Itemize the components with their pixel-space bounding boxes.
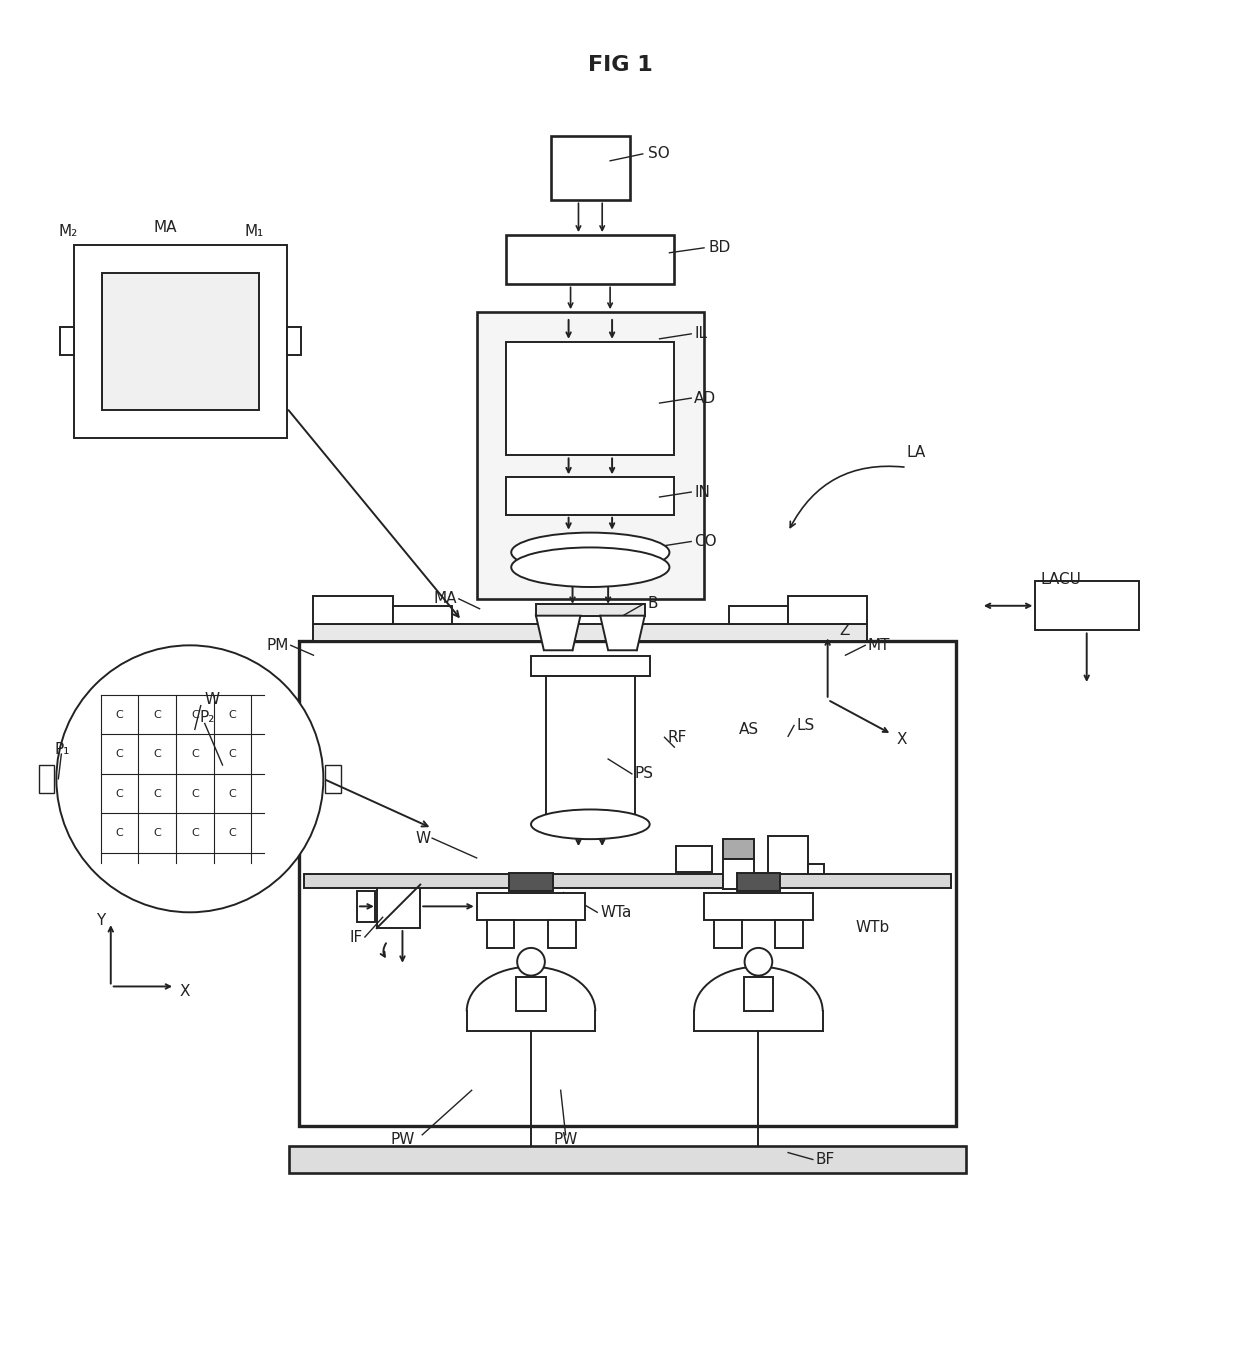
Text: FIG 1: FIG 1 <box>588 55 652 76</box>
Bar <box>38 765 55 793</box>
Bar <box>737 873 780 890</box>
Text: C: C <box>115 710 124 719</box>
Bar <box>102 272 259 410</box>
Text: WTa: WTa <box>600 905 631 920</box>
Text: P₂: P₂ <box>200 710 215 724</box>
Circle shape <box>744 948 773 975</box>
Bar <box>476 893 585 920</box>
Bar <box>486 920 515 948</box>
Bar <box>510 873 553 890</box>
Text: C: C <box>228 710 237 719</box>
Text: M₁: M₁ <box>244 224 264 239</box>
Text: M₂: M₂ <box>58 224 78 239</box>
Text: LS: LS <box>796 718 815 733</box>
Bar <box>393 606 451 623</box>
Text: W: W <box>415 831 430 846</box>
Text: C: C <box>154 789 161 799</box>
Text: C: C <box>115 828 124 838</box>
Text: C: C <box>228 749 237 759</box>
Bar <box>723 839 754 859</box>
Text: PW: PW <box>391 1132 414 1147</box>
Text: C: C <box>191 789 198 799</box>
Text: PS: PS <box>635 766 653 781</box>
Text: AS: AS <box>739 722 759 737</box>
Text: X: X <box>897 731 908 747</box>
Text: P₁: P₁ <box>55 742 69 757</box>
Text: Z: Z <box>839 623 849 638</box>
Text: BF: BF <box>816 1152 835 1167</box>
Text: SO: SO <box>647 147 670 162</box>
Ellipse shape <box>531 809 650 839</box>
Bar <box>531 656 650 676</box>
Text: C: C <box>154 749 161 759</box>
Bar <box>551 136 630 201</box>
Text: AD: AD <box>694 391 717 406</box>
Bar <box>325 765 341 793</box>
Text: IN: IN <box>694 484 711 499</box>
Circle shape <box>517 948 544 975</box>
Text: RF: RF <box>667 730 687 745</box>
Text: PM: PM <box>267 638 289 653</box>
Text: C: C <box>228 828 237 838</box>
Bar <box>506 235 675 285</box>
Bar <box>714 920 742 948</box>
Text: C: C <box>228 789 237 799</box>
Text: PW: PW <box>553 1132 578 1147</box>
Circle shape <box>56 645 324 912</box>
Bar <box>304 874 951 888</box>
Bar <box>516 977 546 1012</box>
Bar <box>314 623 867 641</box>
Text: W: W <box>205 692 219 707</box>
Bar <box>775 920 804 948</box>
Text: C: C <box>154 828 161 838</box>
Text: C: C <box>115 789 124 799</box>
Text: B: B <box>647 596 658 611</box>
Text: CO: CO <box>694 534 717 549</box>
Bar <box>61 326 74 355</box>
Text: Y: Y <box>95 913 105 928</box>
Text: MT: MT <box>867 638 889 653</box>
Text: C: C <box>115 749 124 759</box>
Text: BD: BD <box>709 240 732 255</box>
Text: IF: IF <box>350 929 363 944</box>
Bar <box>74 246 286 437</box>
Bar <box>377 885 420 928</box>
Bar <box>1035 581 1140 630</box>
Text: MA: MA <box>154 220 177 235</box>
Bar <box>506 478 675 515</box>
Text: WTb: WTb <box>856 920 889 935</box>
Bar <box>289 1145 966 1174</box>
Bar <box>769 836 808 885</box>
Bar <box>704 893 812 920</box>
Bar <box>476 312 704 599</box>
Text: MA: MA <box>433 591 456 606</box>
Bar <box>314 596 393 623</box>
Text: LA: LA <box>906 445 926 460</box>
Text: X: X <box>180 983 191 998</box>
Text: C: C <box>191 749 198 759</box>
Text: IL: IL <box>694 326 707 341</box>
Bar <box>506 341 675 456</box>
Text: C: C <box>154 710 161 719</box>
Polygon shape <box>600 615 645 650</box>
Bar <box>299 641 956 1126</box>
Bar <box>729 606 789 623</box>
Bar <box>286 326 300 355</box>
Bar <box>808 863 823 878</box>
Text: C: C <box>191 710 198 719</box>
Bar <box>536 604 645 615</box>
Bar <box>548 920 575 948</box>
Ellipse shape <box>511 548 670 587</box>
Text: LACU: LACU <box>1040 572 1081 587</box>
Ellipse shape <box>511 533 670 572</box>
Bar <box>744 977 774 1012</box>
Bar <box>357 890 374 923</box>
Bar <box>723 859 754 889</box>
Polygon shape <box>536 615 580 650</box>
Bar <box>546 676 635 824</box>
Text: C: C <box>191 828 198 838</box>
Bar <box>676 846 712 871</box>
Bar <box>789 596 867 623</box>
